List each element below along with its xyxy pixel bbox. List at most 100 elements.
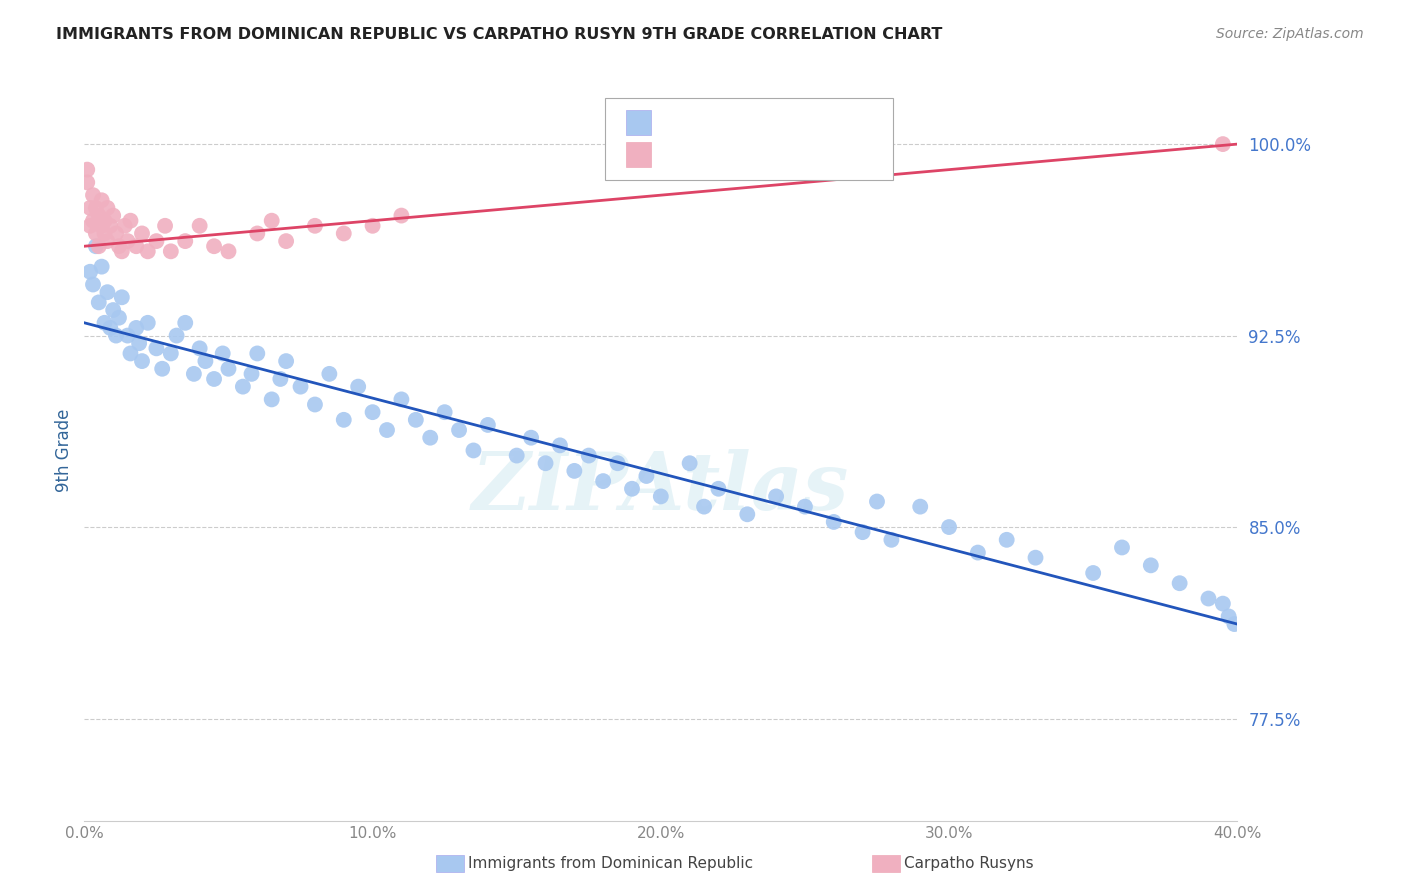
Text: 83: 83	[800, 113, 820, 131]
Point	[105, 227, 128, 241]
Point	[419, 431, 441, 445]
Point	[260, 392, 283, 407]
Point	[136, 244, 159, 259]
Point	[463, 443, 485, 458]
Point	[103, 209, 124, 223]
Point	[87, 295, 110, 310]
Point	[183, 367, 205, 381]
Point	[449, 423, 471, 437]
Point	[128, 336, 150, 351]
Point	[90, 260, 112, 274]
Point	[114, 219, 136, 233]
Text: Immigrants from Dominican Republic: Immigrants from Dominican Republic	[468, 856, 754, 871]
Point	[361, 405, 384, 419]
Point	[405, 413, 427, 427]
Point	[880, 533, 903, 547]
Point	[1218, 609, 1240, 624]
Point	[96, 234, 118, 248]
Point	[96, 201, 118, 215]
Point	[150, 361, 173, 376]
Point	[246, 346, 269, 360]
Point	[606, 456, 628, 470]
Point	[333, 413, 356, 427]
Text: Source: ZipAtlas.com: Source: ZipAtlas.com	[1216, 27, 1364, 41]
Point	[174, 316, 197, 330]
Point	[304, 397, 326, 411]
Point	[564, 464, 586, 478]
Point	[1168, 576, 1191, 591]
Point	[76, 162, 98, 177]
Point	[136, 316, 159, 330]
Point	[79, 201, 101, 215]
Y-axis label: 9th Grade: 9th Grade	[55, 409, 73, 492]
Point	[290, 379, 312, 393]
Point	[93, 316, 115, 330]
Point	[391, 209, 413, 223]
Point	[117, 328, 139, 343]
Point	[1083, 566, 1105, 580]
Point	[347, 379, 370, 393]
Point	[636, 469, 658, 483]
Point	[650, 490, 672, 504]
Point	[79, 219, 101, 233]
Point	[1025, 550, 1047, 565]
Point	[276, 234, 298, 248]
Point	[202, 239, 225, 253]
Point	[145, 342, 167, 356]
Point	[105, 328, 128, 343]
Point	[131, 354, 153, 368]
Point	[84, 227, 107, 241]
Point	[477, 417, 499, 432]
Point	[79, 265, 101, 279]
Point	[707, 482, 730, 496]
Point	[910, 500, 932, 514]
Point	[866, 494, 889, 508]
Point	[1111, 541, 1133, 555]
Point	[84, 239, 107, 253]
Point	[174, 234, 197, 248]
Point	[96, 285, 118, 300]
Point	[108, 310, 131, 325]
Point	[318, 367, 340, 381]
Point	[578, 449, 600, 463]
Point	[1212, 137, 1234, 152]
Point	[153, 219, 176, 233]
Point	[361, 219, 384, 233]
Point	[98, 219, 121, 233]
Point	[202, 372, 225, 386]
Point	[433, 405, 456, 419]
Point	[621, 482, 644, 496]
Point	[211, 346, 233, 360]
Point	[93, 227, 115, 241]
Point	[269, 372, 291, 386]
Point	[548, 438, 571, 452]
Point	[693, 500, 716, 514]
Point	[120, 213, 142, 227]
Text: N =: N =	[758, 145, 818, 163]
Point	[125, 239, 148, 253]
Point	[1223, 617, 1246, 632]
Point	[333, 227, 356, 241]
Point	[995, 533, 1018, 547]
Point	[304, 219, 326, 233]
Point	[1140, 558, 1163, 573]
Point	[87, 239, 110, 253]
Point	[84, 201, 107, 215]
Point	[82, 213, 104, 227]
Text: N =: N =	[758, 113, 818, 131]
Point	[765, 490, 787, 504]
Point	[82, 277, 104, 292]
Point	[87, 209, 110, 223]
Point	[232, 379, 254, 393]
Point	[160, 346, 183, 360]
Point	[218, 244, 240, 259]
Point	[938, 520, 960, 534]
Point	[967, 545, 990, 559]
Point	[76, 175, 98, 189]
Point	[1198, 591, 1220, 606]
Point	[194, 354, 217, 368]
Text: R =: R =	[662, 113, 702, 131]
Point	[93, 213, 115, 227]
Point	[125, 321, 148, 335]
Point	[131, 227, 153, 241]
